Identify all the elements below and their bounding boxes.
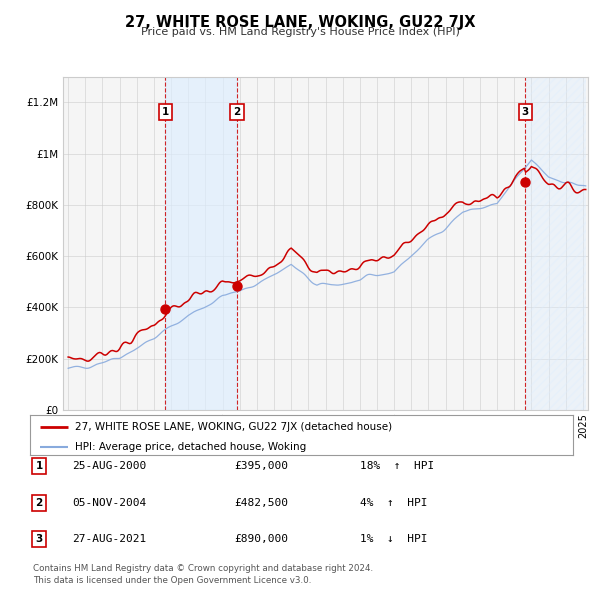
Text: HPI: Average price, detached house, Woking: HPI: Average price, detached house, Woki… [74, 442, 306, 452]
Text: 27, WHITE ROSE LANE, WOKING, GU22 7JX: 27, WHITE ROSE LANE, WOKING, GU22 7JX [125, 15, 475, 30]
Text: £890,000: £890,000 [234, 535, 288, 544]
Text: 1: 1 [161, 107, 169, 117]
Text: 18%  ↑  HPI: 18% ↑ HPI [360, 461, 434, 471]
Text: 1%  ↓  HPI: 1% ↓ HPI [360, 535, 427, 544]
Text: 3: 3 [35, 535, 43, 544]
Text: £395,000: £395,000 [234, 461, 288, 471]
Text: 05-NOV-2004: 05-NOV-2004 [72, 498, 146, 507]
Text: 25-AUG-2000: 25-AUG-2000 [72, 461, 146, 471]
Text: 27, WHITE ROSE LANE, WOKING, GU22 7JX (detached house): 27, WHITE ROSE LANE, WOKING, GU22 7JX (d… [74, 422, 392, 432]
Bar [526, 77, 586, 410]
Text: 4%  ↑  HPI: 4% ↑ HPI [360, 498, 427, 507]
Text: £482,500: £482,500 [234, 498, 288, 507]
Text: 3: 3 [522, 107, 529, 117]
Text: 1: 1 [35, 461, 43, 471]
Text: 2: 2 [35, 498, 43, 507]
Text: 2: 2 [233, 107, 241, 117]
Text: Contains HM Land Registry data © Crown copyright and database right 2024.
This d: Contains HM Land Registry data © Crown c… [33, 565, 373, 585]
Bar [165, 77, 237, 410]
Text: 27-AUG-2021: 27-AUG-2021 [72, 535, 146, 544]
Text: Price paid vs. HM Land Registry's House Price Index (HPI): Price paid vs. HM Land Registry's House … [140, 27, 460, 37]
